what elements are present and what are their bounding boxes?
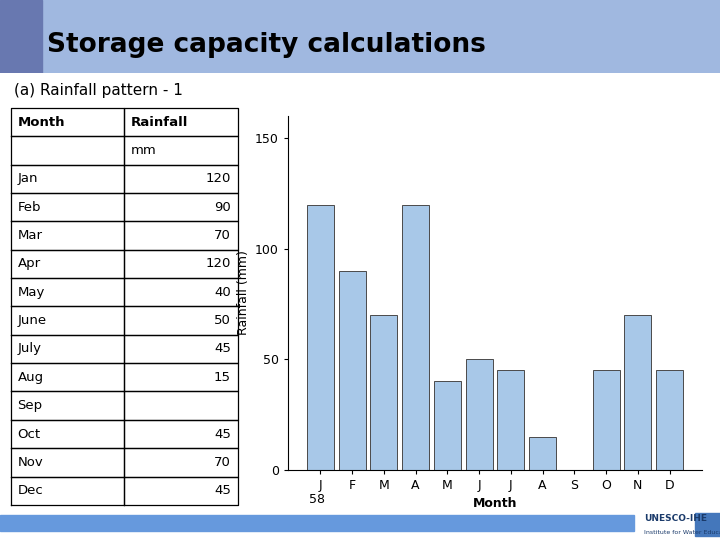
Text: (a) Rainfall pattern - 1: (a) Rainfall pattern - 1 — [14, 83, 184, 98]
Text: mm: mm — [131, 144, 157, 157]
Text: Apr: Apr — [17, 258, 41, 271]
Text: 120: 120 — [205, 172, 231, 185]
Bar — [307, 205, 334, 470]
Bar — [624, 315, 652, 470]
X-axis label: Month: Month — [473, 497, 517, 510]
Bar — [466, 359, 492, 470]
Bar — [593, 370, 620, 470]
Text: June: June — [17, 314, 47, 327]
Text: Oct: Oct — [17, 428, 41, 441]
Bar — [695, 513, 720, 536]
Text: 70: 70 — [214, 229, 231, 242]
Text: 45: 45 — [214, 484, 231, 497]
Text: UNESCO-IHE: UNESCO-IHE — [644, 514, 707, 523]
Bar — [338, 271, 366, 470]
Text: 120: 120 — [205, 258, 231, 271]
Text: 70: 70 — [214, 456, 231, 469]
Text: July: July — [17, 342, 42, 355]
Text: Institute for Water Education: Institute for Water Education — [644, 530, 720, 535]
Bar — [370, 315, 397, 470]
Text: Nov: Nov — [17, 456, 43, 469]
Text: May: May — [17, 286, 45, 299]
Bar — [0, 515, 634, 531]
Text: Jan: Jan — [17, 172, 38, 185]
Bar — [498, 370, 524, 470]
Text: Feb: Feb — [17, 201, 41, 214]
Bar — [656, 370, 683, 470]
Bar — [529, 437, 556, 470]
Y-axis label: Rainfall (mm): Rainfall (mm) — [237, 251, 250, 335]
Text: Mar: Mar — [17, 229, 42, 242]
Text: 90: 90 — [214, 201, 231, 214]
Text: Month: Month — [17, 116, 65, 129]
Text: 50: 50 — [214, 314, 231, 327]
Text: Aug: Aug — [17, 371, 44, 384]
Text: Dec: Dec — [17, 484, 43, 497]
Text: 45: 45 — [214, 428, 231, 441]
Text: Rainfall: Rainfall — [131, 116, 189, 129]
Text: 15: 15 — [214, 371, 231, 384]
Text: 40: 40 — [214, 286, 231, 299]
Text: 58: 58 — [309, 494, 325, 507]
Text: Sep: Sep — [17, 399, 42, 412]
Bar — [0, 0, 42, 73]
Text: 45: 45 — [214, 342, 231, 355]
Bar — [402, 205, 429, 470]
Bar — [434, 381, 461, 470]
Text: Storage capacity calculations: Storage capacity calculations — [47, 32, 486, 58]
